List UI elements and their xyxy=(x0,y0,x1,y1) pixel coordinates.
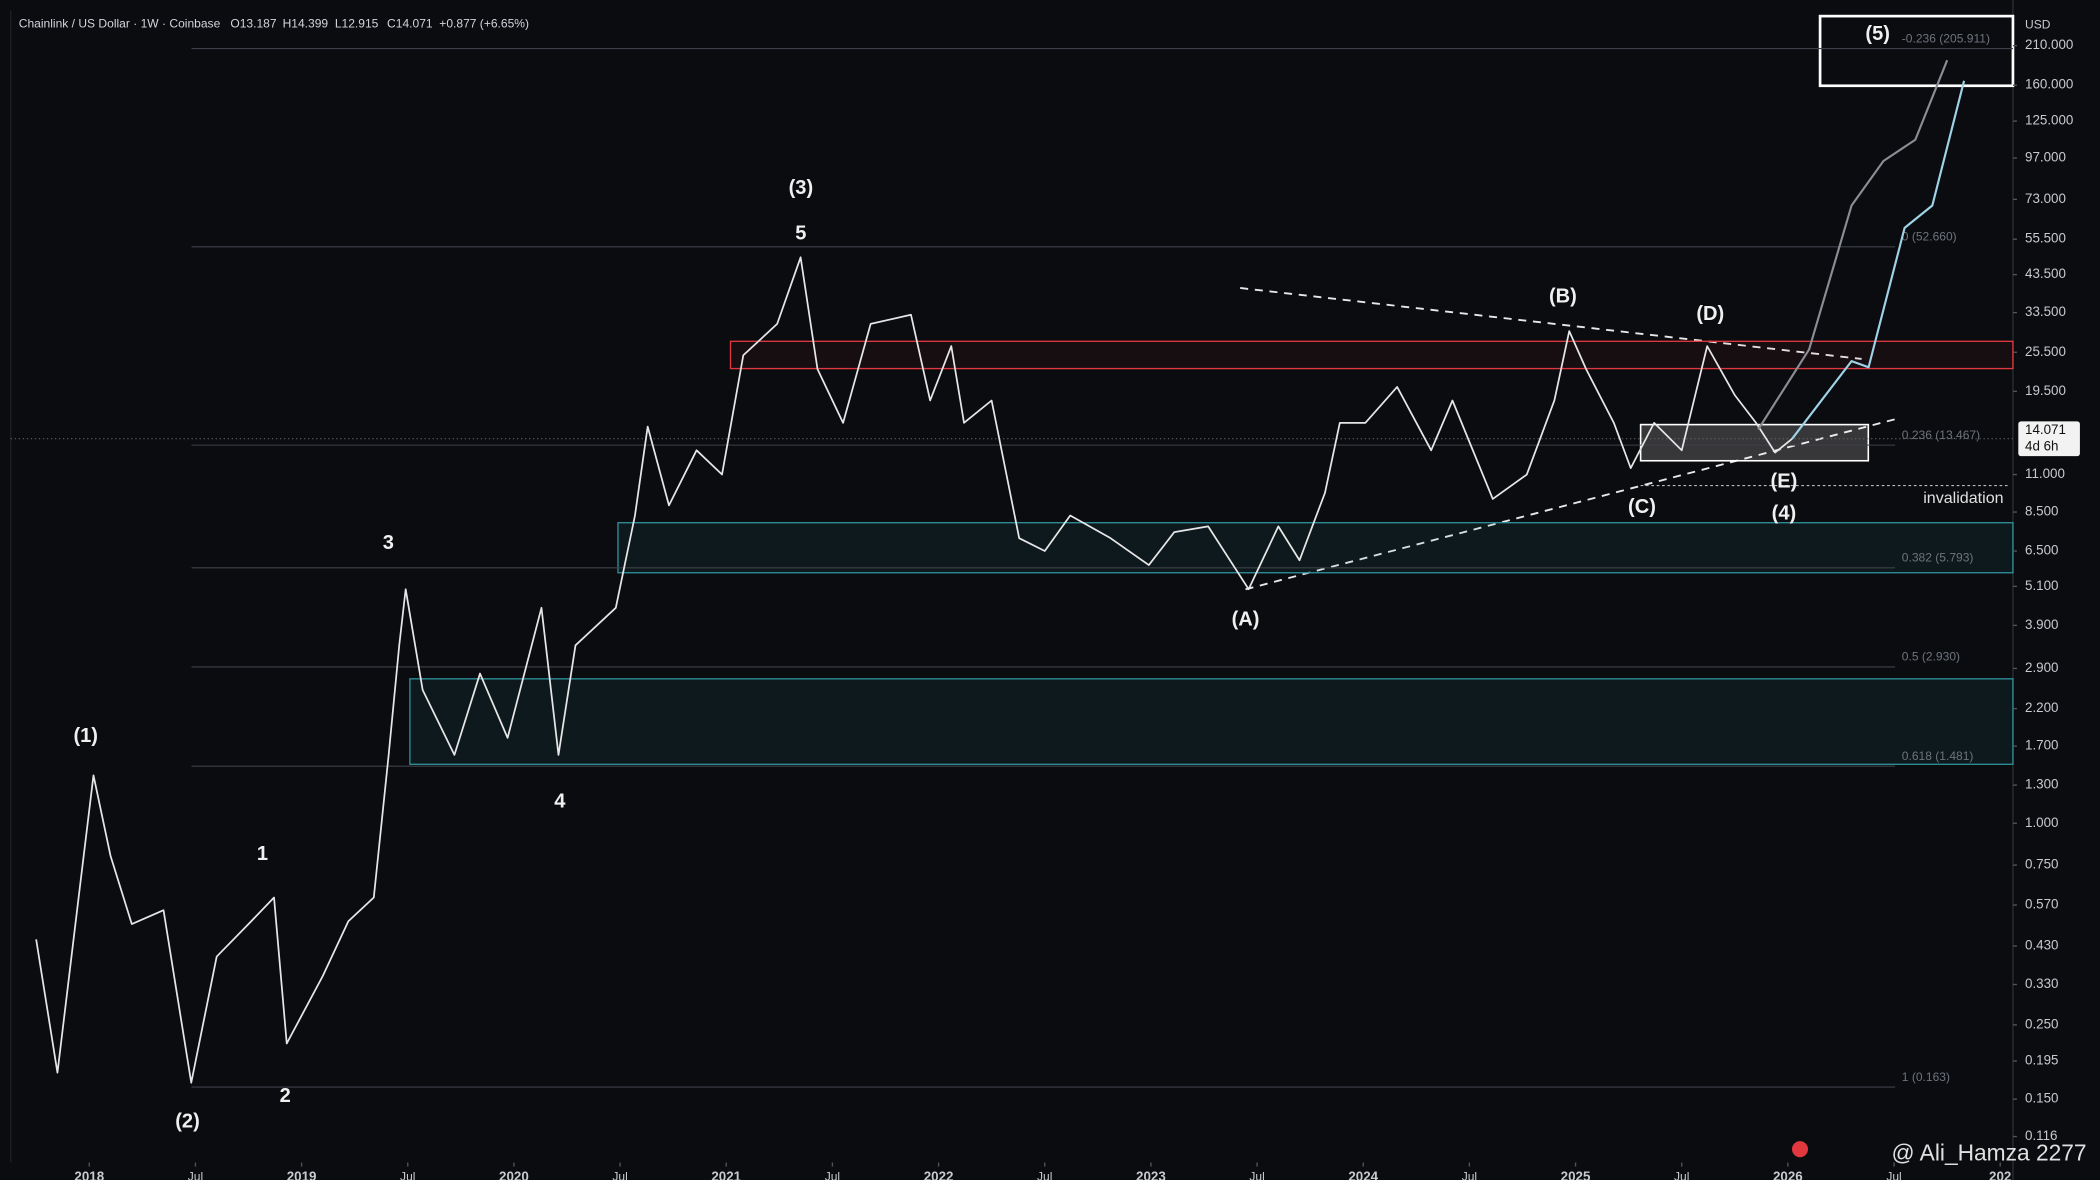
y-tick-label: 11.000 xyxy=(2025,466,2065,481)
ohlc: O13.187 H14.399 L12.915 C14.071 +0.877 (+6.6… xyxy=(230,16,529,30)
y-tick-label: 55.500 xyxy=(2025,231,2066,246)
watermark: @ Ali_Hamza 2277 xyxy=(1892,1140,2087,1166)
invalidation-label: invalidation xyxy=(1923,489,2003,507)
target-box xyxy=(1818,14,2015,88)
x-tick-label: 2021 xyxy=(711,1169,741,1180)
fib-label: 0.382 (5.793) xyxy=(1902,551,1974,565)
y-tick-label: 0.330 xyxy=(2025,976,2058,991)
wave-label: (3) xyxy=(789,177,814,199)
wave-label: (E) xyxy=(1771,470,1798,492)
ohlc-value: L12.915 xyxy=(335,16,379,30)
y-tick-label: 210.000 xyxy=(2025,37,2073,52)
fib-label: 0.618 (1.481) xyxy=(1902,749,1974,763)
fib-label: 1 (0.163) xyxy=(1902,1070,1950,1084)
wave-label: (B) xyxy=(1549,286,1577,308)
y-tick-label: 33.500 xyxy=(2025,304,2066,319)
y-tick-label: 160.000 xyxy=(2025,77,2073,92)
fib-label: 0 (52.660) xyxy=(1902,230,1957,244)
y-tick-label: 1.000 xyxy=(2025,815,2058,830)
projection-line xyxy=(1791,80,1966,440)
wave-label: (4) xyxy=(1772,503,1797,525)
wave-label: 3 xyxy=(383,532,394,554)
wave-label: 4 xyxy=(554,791,566,813)
x-tick-label: Jul xyxy=(1462,1169,1477,1180)
y-tick-label: 8.500 xyxy=(2025,504,2058,519)
fib-label: -0.236 (205.911) xyxy=(1902,31,1990,45)
x-tick-label: Jul xyxy=(1886,1169,1901,1180)
ohlc-value: C14.071 xyxy=(387,16,433,30)
wave-label: (5) xyxy=(1865,23,1890,45)
x-tick-label: 2018 xyxy=(74,1169,104,1180)
x-tick-label: 2024 xyxy=(1348,1169,1378,1180)
x-tick-label: Jul xyxy=(1674,1169,1689,1180)
y-tick-label: 0.116 xyxy=(2025,1128,2057,1143)
wave-label: (C) xyxy=(1628,496,1656,518)
countdown: 4d 6h xyxy=(2025,438,2058,453)
price-line xyxy=(35,256,1793,1084)
ohlc-value: +0.877 (+6.65%) xyxy=(439,16,529,30)
x-tick-label: Jul xyxy=(1037,1169,1052,1180)
wave-label: (A) xyxy=(1232,608,1260,630)
last-price-box xyxy=(2018,421,2080,457)
y-tick-label: 25.500 xyxy=(2025,344,2066,359)
ohlc-value: O13.187 xyxy=(230,16,277,30)
chart-title: Chainlink / US Dollar · 1W · Coinbase xyxy=(19,16,221,30)
x-tick-label: 2022 xyxy=(924,1169,954,1180)
zone xyxy=(617,522,2014,574)
ohlc-value: H14.399 xyxy=(283,16,329,30)
y-tick-label: 19.500 xyxy=(2025,383,2066,398)
y-tick-label: 97.000 xyxy=(2025,150,2066,165)
y-tick-label: 1.700 xyxy=(2025,738,2058,753)
x-tick-label: Jul xyxy=(1249,1169,1264,1180)
zone xyxy=(409,678,2014,765)
wave-label: 1 xyxy=(257,843,268,865)
y-tick-label: 0.150 xyxy=(2025,1091,2058,1106)
y-tick-label: 73.000 xyxy=(2025,191,2066,206)
wave-label: (1) xyxy=(73,725,98,747)
y-tick-label: 2.900 xyxy=(2025,660,2058,675)
projection-line xyxy=(1757,59,1949,430)
y-tick-label: 3.900 xyxy=(2025,617,2058,632)
wave-label: 2 xyxy=(280,1085,291,1107)
event-icon xyxy=(1791,1141,1809,1158)
y-tick-label: 0.430 xyxy=(2025,938,2058,953)
y-tick-label: 2.200 xyxy=(2025,700,2058,715)
wave-label: (D) xyxy=(1696,303,1724,325)
y-tick-label: 6.500 xyxy=(2025,543,2058,558)
y-tick-label: 0.195 xyxy=(2025,1053,2058,1068)
plot: -0.236 (205.911) 0 (52.660) 0.236 (13.467)… xyxy=(10,23,2080,1180)
x-tick-label: Jul xyxy=(825,1169,840,1180)
x-tick-label: 2025 xyxy=(1561,1169,1591,1180)
y-tick-label: 125.000 xyxy=(2025,113,2073,128)
upper-trendline xyxy=(1240,287,1862,360)
x-tick-label: 2019 xyxy=(287,1169,317,1180)
x-tick-label: Jul xyxy=(188,1169,203,1180)
y-tick-label: 5.100 xyxy=(2025,578,2058,593)
x-tick-label: 2023 xyxy=(1136,1169,1166,1180)
y-tick-label: 1.300 xyxy=(2025,777,2058,792)
y-tick-label: 43.500 xyxy=(2025,266,2066,281)
y-tick-label: 0.750 xyxy=(2025,857,2058,872)
y-tick-label: 0.570 xyxy=(2025,897,2058,912)
wave-label: (2) xyxy=(175,1111,200,1133)
wave-label: 5 xyxy=(795,223,806,245)
fib-label: 0.236 (13.467) xyxy=(1902,428,1980,442)
x-tick-label: 202 xyxy=(1989,1169,2011,1180)
last-price-label: 14.071 xyxy=(2025,422,2066,437)
x-tick-label: 2026 xyxy=(1773,1169,1803,1180)
x-tick-label: Jul xyxy=(612,1169,627,1180)
currency: USD xyxy=(2025,18,2051,32)
x-tick-label: Jul xyxy=(400,1169,415,1180)
consolidation-box xyxy=(1639,423,1870,462)
fib-label: 0.5 (2.930) xyxy=(1902,650,1960,664)
x-tick-label: 2020 xyxy=(499,1169,529,1180)
y-tick-label: 0.250 xyxy=(2025,1016,2058,1031)
